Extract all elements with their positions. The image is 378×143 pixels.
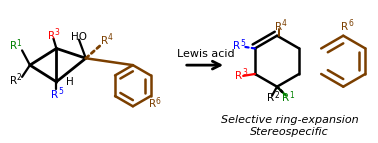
Text: 2: 2: [17, 73, 22, 82]
Text: Stereospecific: Stereospecific: [250, 127, 329, 137]
Text: R: R: [101, 36, 108, 46]
Text: Selective ring-expansion: Selective ring-expansion: [221, 115, 359, 125]
Text: 3: 3: [242, 68, 247, 78]
Text: 6: 6: [348, 19, 353, 28]
Text: 5: 5: [240, 39, 245, 48]
Text: R: R: [48, 31, 55, 41]
Text: HO: HO: [71, 32, 87, 42]
Text: 4: 4: [282, 19, 287, 28]
Text: 4: 4: [107, 33, 112, 42]
Text: Lewis acid: Lewis acid: [177, 49, 234, 59]
Text: R: R: [51, 90, 59, 100]
Text: R: R: [235, 71, 242, 81]
Text: 3: 3: [54, 28, 59, 37]
Text: 1: 1: [289, 91, 294, 100]
Text: R: R: [149, 99, 156, 109]
Text: 6: 6: [155, 97, 160, 106]
Text: 1: 1: [17, 39, 22, 48]
Text: 2: 2: [274, 91, 279, 100]
Text: R: R: [10, 41, 17, 51]
Text: 5: 5: [58, 87, 63, 96]
Text: R: R: [341, 22, 349, 32]
Text: R: R: [267, 94, 274, 104]
Text: R: R: [233, 41, 240, 51]
Text: H: H: [66, 77, 74, 87]
Text: R: R: [282, 94, 289, 104]
Text: R: R: [10, 76, 17, 86]
Text: R: R: [275, 22, 282, 32]
